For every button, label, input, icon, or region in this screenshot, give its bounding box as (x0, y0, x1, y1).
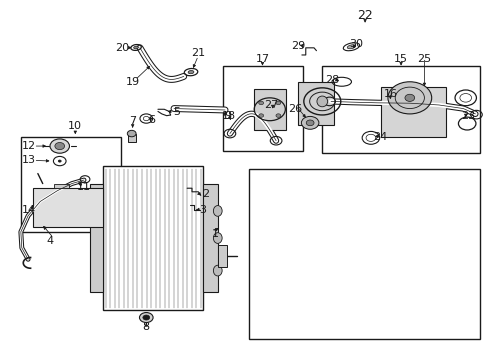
Ellipse shape (213, 206, 222, 216)
Ellipse shape (213, 265, 222, 276)
Bar (249, 169, 479, 339)
Text: 29: 29 (290, 41, 305, 51)
Circle shape (50, 139, 69, 153)
Text: 27: 27 (264, 100, 278, 110)
Circle shape (301, 116, 318, 129)
Text: 15: 15 (393, 54, 407, 64)
Text: 1: 1 (211, 229, 218, 239)
Ellipse shape (346, 45, 355, 49)
Text: 12: 12 (22, 141, 36, 151)
Bar (203, 184, 217, 292)
Text: 16: 16 (383, 89, 397, 99)
Text: 13: 13 (22, 156, 36, 165)
Circle shape (55, 143, 64, 150)
Ellipse shape (188, 71, 194, 74)
Text: 2: 2 (202, 189, 209, 199)
Bar (222, 66, 302, 152)
Circle shape (258, 114, 263, 117)
Bar (297, 82, 334, 125)
Text: 25: 25 (416, 54, 430, 64)
Text: 7: 7 (129, 116, 136, 126)
Text: 28: 28 (324, 75, 339, 85)
Circle shape (275, 114, 280, 117)
Circle shape (58, 160, 61, 162)
Bar (54, 184, 69, 188)
Text: 26: 26 (288, 104, 302, 113)
Circle shape (387, 82, 431, 114)
Text: 21: 21 (191, 48, 205, 58)
Text: 8: 8 (142, 322, 149, 332)
Bar (103, 166, 203, 310)
Bar (127, 134, 135, 143)
Circle shape (404, 94, 414, 102)
Text: 24: 24 (373, 132, 387, 142)
Circle shape (305, 120, 313, 126)
Text: 9: 9 (224, 111, 230, 121)
Ellipse shape (316, 96, 327, 107)
Bar (254, 89, 285, 130)
Text: 14: 14 (22, 205, 36, 215)
Text: 18: 18 (221, 111, 235, 121)
Ellipse shape (133, 46, 138, 49)
Circle shape (142, 315, 149, 320)
Text: 10: 10 (68, 121, 82, 131)
Text: 5: 5 (173, 107, 180, 117)
Text: 11: 11 (77, 182, 91, 192)
Bar (380, 87, 446, 137)
Text: 19: 19 (125, 77, 140, 87)
Circle shape (258, 101, 263, 105)
Text: 20: 20 (115, 43, 129, 53)
Text: 17: 17 (255, 54, 269, 64)
Circle shape (139, 312, 153, 323)
Circle shape (127, 130, 136, 137)
Text: 6: 6 (148, 115, 155, 125)
Bar (21, 137, 120, 232)
Bar (90, 184, 103, 292)
Bar (322, 66, 479, 153)
Text: 4: 4 (46, 236, 54, 246)
Bar (33, 188, 103, 227)
Bar (217, 245, 227, 267)
Text: 3: 3 (199, 205, 206, 215)
Ellipse shape (213, 233, 222, 243)
Circle shape (275, 101, 280, 105)
Text: 22: 22 (356, 9, 372, 22)
Text: 23: 23 (460, 111, 474, 121)
Text: 30: 30 (348, 39, 363, 49)
